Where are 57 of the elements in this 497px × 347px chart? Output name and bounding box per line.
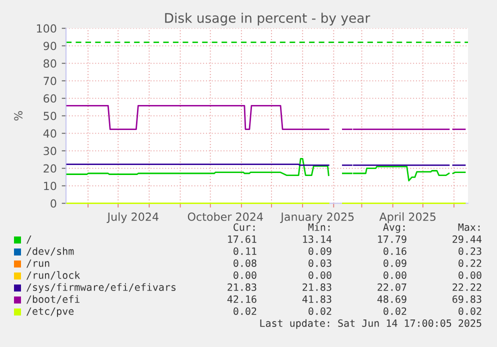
text: 41.83 bbox=[302, 295, 332, 303]
text: 0.16 bbox=[384, 247, 406, 255]
legend-label: /etc/pve bbox=[26, 307, 74, 317]
y-tick-label: 90 bbox=[44, 42, 56, 50]
y-tick-label: 30 bbox=[44, 146, 56, 156]
text: 13.14 bbox=[303, 235, 332, 243]
text: 0.00 bbox=[308, 271, 332, 279]
text: 0.09 bbox=[308, 247, 332, 255]
x-tick-label: July 2024 bbox=[106, 212, 158, 224]
x-tick-label: October 2024 bbox=[188, 212, 263, 221]
text: 48.69 bbox=[377, 295, 406, 303]
text: Avg: bbox=[383, 223, 405, 233]
text: 0.23 bbox=[458, 247, 482, 255]
text: 0.03 bbox=[308, 259, 332, 267]
text: 0.02 bbox=[234, 307, 256, 315]
y-tick-label: 100 bbox=[36, 24, 56, 33]
x-tick-label: April 2025 bbox=[379, 212, 436, 224]
legend-label: /boot/efi bbox=[26, 295, 80, 304]
text: 17.79 bbox=[378, 235, 406, 243]
chart-title: Disk usage in percent - by year bbox=[165, 12, 370, 26]
y-tick-label: 0 bbox=[50, 199, 56, 208]
y-tick-label: 20 bbox=[44, 164, 56, 173]
text: 0.02 bbox=[384, 307, 406, 315]
y-axis-title: % bbox=[14, 111, 22, 120]
text: 21.83 bbox=[228, 283, 256, 291]
text: 0.02 bbox=[308, 307, 332, 315]
text: 0.22 bbox=[458, 259, 482, 267]
y-tick-label: 70 bbox=[44, 76, 56, 86]
y-tick-label: 80 bbox=[44, 59, 56, 68]
text: 0.00 bbox=[384, 271, 406, 279]
legend-label: /run/lock bbox=[26, 271, 80, 280]
text: 22.22 bbox=[452, 283, 482, 291]
text: 29.44 bbox=[452, 235, 482, 243]
text: 0.00 bbox=[458, 271, 482, 279]
text: 0.08 bbox=[234, 259, 256, 267]
text: 42.16 bbox=[227, 295, 256, 303]
y-tick-label: 60 bbox=[44, 94, 56, 103]
text: Max: bbox=[458, 223, 480, 231]
text: Min: bbox=[308, 223, 330, 231]
y-tick-label: 10 bbox=[44, 182, 56, 190]
text: 17.61 bbox=[228, 235, 256, 243]
text: 0.09 bbox=[384, 259, 406, 267]
text: 0.00 bbox=[234, 271, 256, 279]
legend-label: /run bbox=[26, 259, 50, 268]
text: Cur: bbox=[234, 223, 255, 231]
legend-label: /sys/firmware/efi/efivars bbox=[26, 283, 176, 293]
y-tick-label: 40 bbox=[43, 129, 56, 138]
text: Last update: Sat Jun 14 17:00:05 2025 bbox=[260, 319, 482, 329]
text: 69.83 bbox=[452, 295, 482, 303]
text: 22.07 bbox=[378, 283, 406, 291]
x-tick-label: January 2025 bbox=[280, 212, 354, 224]
legend-label: /dev/shm bbox=[26, 247, 74, 256]
legend-label: / bbox=[26, 235, 32, 244]
text: 21.83 bbox=[302, 283, 332, 291]
text: 0.02 bbox=[458, 307, 482, 315]
text: 0.11 bbox=[234, 247, 256, 255]
y-tick-label: 50 bbox=[44, 112, 56, 120]
